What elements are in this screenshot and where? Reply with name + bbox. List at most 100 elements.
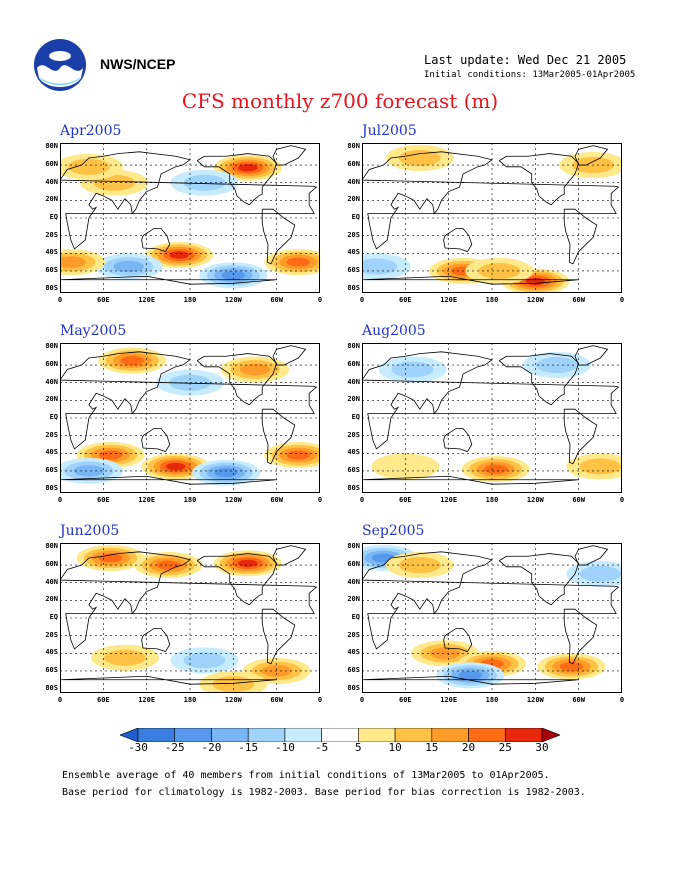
colorbar-label: 30	[535, 741, 549, 754]
lat-tick-label: 20S	[45, 630, 58, 639]
lon-tick-label: 0	[619, 296, 625, 304]
lat-tick-label: 60N	[45, 560, 58, 569]
colorbar-swatch	[137, 727, 176, 743]
lat-tick-label: 80S	[45, 683, 58, 692]
coastline	[574, 545, 609, 566]
panel-label-aug: Aug2005	[362, 323, 426, 339]
lon-tick-label: 120E	[440, 296, 458, 304]
coastline	[362, 151, 620, 250]
anomaly-contour	[221, 270, 246, 280]
lat-tick-label: 40S	[45, 448, 58, 457]
anomaly-contour	[120, 356, 145, 366]
lat-tick-label: 80S	[347, 483, 360, 492]
lon-tick-label: 0	[619, 696, 625, 704]
lon-tick-label: 60W	[572, 296, 585, 304]
lon-tick-label: 0	[57, 496, 63, 504]
anomaly-contour	[165, 462, 186, 471]
lat-tick-label: 20S	[45, 230, 58, 239]
colorbar-label: -30	[128, 741, 148, 754]
lat-tick-label: 60S	[347, 265, 360, 274]
lon-tick-label: 120W	[526, 496, 544, 504]
lon-tick-label: 180	[485, 296, 499, 304]
colorbar-label: -5	[315, 741, 329, 754]
anomaly-contour	[60, 256, 86, 268]
lon-tick-label: 0	[359, 296, 365, 304]
colorbar-swatch	[468, 727, 506, 743]
lon-tick-label: 120E	[138, 296, 156, 304]
lon-tick-label: 60E	[399, 696, 412, 704]
lon-tick-label: 120E	[138, 496, 156, 504]
lat-tick-label: 40N	[347, 177, 360, 186]
colorbar-swatch	[174, 727, 212, 743]
colorbar-label: -10	[274, 741, 295, 754]
coastline	[60, 351, 318, 450]
coastline	[362, 351, 620, 450]
lat-tick-label: 60N	[347, 360, 360, 369]
coastline	[498, 353, 580, 406]
colorbar-label: 20	[461, 741, 476, 754]
coastline	[443, 428, 473, 453]
coastline	[196, 553, 278, 606]
colorbar-label: 10	[388, 741, 402, 754]
lat-tick-label: 20N	[347, 595, 360, 604]
lat-tick-label: 80S	[45, 283, 58, 292]
lon-tick-label: 120E	[138, 696, 156, 704]
coastline	[443, 628, 473, 653]
anomaly-contour	[398, 557, 441, 574]
lon-tick-label: 60E	[97, 696, 110, 704]
map-panel-sep	[362, 543, 622, 693]
org-name: NWS/NCEP	[100, 56, 176, 72]
lat-tick-label: 80S	[347, 283, 360, 292]
lat-tick-label: 80S	[45, 483, 58, 492]
map-panel-jun	[60, 543, 320, 693]
anomaly-contour	[579, 565, 622, 582]
colorbar-swatch	[358, 727, 396, 743]
colorbar-label: 15	[425, 741, 439, 754]
lat-tick-label: 80N	[45, 342, 58, 351]
panel-label-sep: Sep2005	[362, 523, 425, 539]
coastline	[362, 551, 620, 650]
coastline	[261, 408, 296, 465]
lat-tick-label: 40N	[45, 377, 58, 386]
lat-tick-label: 80N	[347, 142, 360, 151]
lon-tick-label: 120E	[440, 696, 458, 704]
lat-tick-label: EQ	[351, 413, 360, 421]
panel-label-jun: Jun2005	[60, 523, 120, 539]
lat-tick-label: 80N	[45, 542, 58, 551]
coastline	[272, 545, 307, 566]
lon-tick-label: 120W	[224, 296, 242, 304]
footer-line-1: Ensemble average of 40 members from init…	[62, 770, 550, 781]
colorbar-swatch	[541, 727, 561, 743]
lat-tick-label: 40S	[347, 648, 360, 657]
coastline	[563, 208, 598, 265]
lon-tick-label: 120W	[224, 696, 242, 704]
coastline	[563, 608, 598, 665]
lat-tick-label: 40S	[45, 648, 58, 657]
colorbar-swatch	[431, 727, 469, 743]
lat-tick-label: 60N	[45, 360, 58, 369]
anomaly-contour	[371, 453, 440, 480]
anomaly-contour	[478, 262, 521, 279]
lat-tick-label: 20S	[347, 430, 360, 439]
lat-tick-label: 20S	[347, 630, 360, 639]
lon-tick-label: 0	[359, 696, 365, 704]
colorbar-label: 25	[498, 741, 512, 754]
colorbar-label: -15	[238, 741, 259, 754]
lat-tick-label: 60N	[347, 160, 360, 169]
lon-tick-label: 120E	[440, 496, 458, 504]
lat-tick-label: EQ	[351, 613, 360, 621]
anomaly-contour	[238, 559, 258, 568]
lat-tick-label: 40N	[347, 377, 360, 386]
anomaly-map	[60, 143, 320, 293]
anomaly-contour	[458, 670, 483, 680]
coastline	[60, 551, 318, 650]
lat-tick-label: EQ	[351, 213, 360, 221]
colorbar-swatch	[504, 727, 543, 743]
page-title: CFS monthly z700 forecast (m)	[181, 89, 499, 113]
lon-tick-label: 180	[485, 496, 499, 504]
anomaly-contour	[98, 450, 123, 460]
lat-tick-label: 60S	[45, 265, 58, 274]
panel-label-apr: Apr2005	[60, 123, 122, 139]
lon-tick-label: 60W	[270, 496, 283, 504]
anomaly-contour	[239, 363, 271, 376]
